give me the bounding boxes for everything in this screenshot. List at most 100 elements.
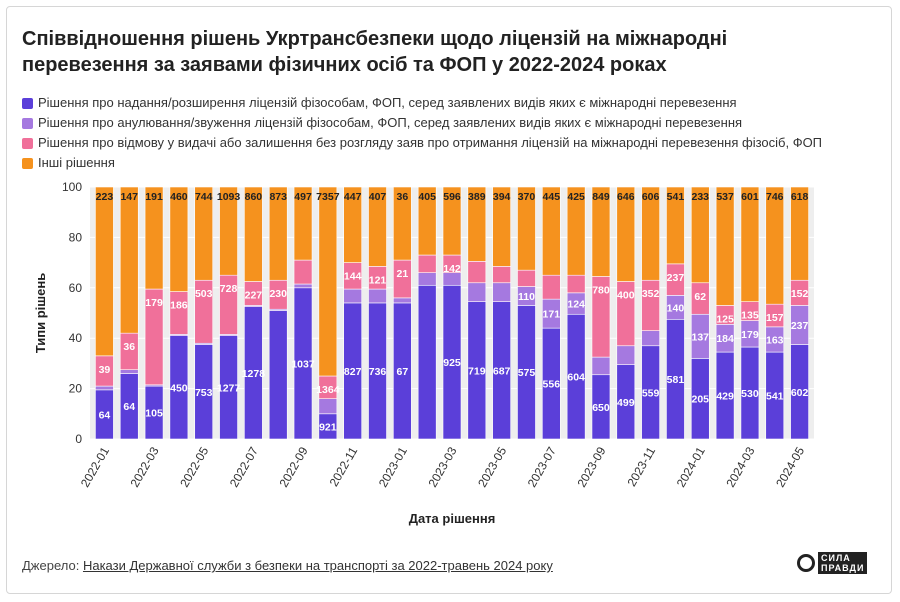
data-label-grant: 1277 [217, 382, 241, 394]
data-label-refuse: 142 [443, 263, 461, 275]
bar-segment-refuse [417, 254, 437, 273]
y-tick-label: 80 [69, 230, 83, 244]
x-tick-label: 2023-09 [574, 444, 608, 489]
bar-segment-other [169, 186, 189, 292]
bar-segment-other [566, 186, 586, 276]
data-label-grant: 736 [369, 366, 387, 378]
data-label-other: 744 [195, 191, 213, 203]
bar-segment-grant [268, 310, 288, 440]
logo-line-1: СИЛА [821, 553, 851, 563]
bar-segment-refuse [566, 274, 586, 294]
data-label-grant: 1278 [242, 368, 266, 380]
data-label-other: 618 [791, 191, 809, 203]
title-line-2: перевезення за заявами фізичних осіб та … [22, 54, 667, 76]
source-line: Джерело: Накази Державної служби з безпе… [22, 558, 553, 573]
bar-segment-cancel [591, 356, 611, 376]
bar-segment-other [219, 186, 238, 276]
legend-label-cancel: Рішення про анулювання/звуження ліцензій… [38, 115, 743, 130]
x-tick-label: 2023-07 [525, 444, 559, 489]
data-label-other: 233 [692, 191, 710, 203]
bar-segment-other [765, 186, 785, 305]
data-label-other: 601 [741, 191, 759, 203]
data-label-other: 497 [294, 191, 312, 203]
data-label-refuse: 1364 [316, 384, 340, 396]
data-label-other: 7357 [316, 191, 340, 203]
data-label-other: 223 [96, 191, 114, 203]
data-label-grant: 1037 [291, 358, 315, 370]
y-tick-label: 0 [75, 432, 82, 446]
bar-segment-other [268, 186, 288, 281]
bar-segment-other [542, 186, 561, 276]
data-label-grant: 581 [667, 374, 685, 386]
data-label-grant: 925 [443, 357, 461, 369]
data-label-refuse: 780 [592, 284, 610, 296]
data-label-refuse: 144 [344, 271, 362, 283]
bar-segment-other [790, 186, 809, 281]
bar-segment-cancel [293, 283, 313, 289]
y-tick-label: 100 [62, 180, 82, 194]
data-label-other: 849 [592, 191, 610, 203]
data-label-grant: 556 [543, 379, 561, 391]
data-label-grant: 530 [741, 388, 759, 400]
x-tick-label: 2024-05 [773, 444, 807, 489]
data-label-refuse: 230 [269, 288, 287, 300]
data-label-cancel: 171 [543, 309, 561, 321]
bar-segment-cancel [95, 385, 114, 391]
legend-swatch-grant [22, 97, 33, 109]
bar-segment-cancel [393, 297, 412, 304]
data-label-grant: 921 [319, 421, 337, 433]
x-tick-label: 2022-09 [276, 444, 310, 489]
legend-swatch-refuse [22, 137, 33, 149]
data-label-cancel: 137 [692, 331, 710, 343]
data-label-grant: 64 [99, 409, 111, 421]
data-label-grant: 541 [766, 391, 784, 403]
y-tick-label: 60 [69, 281, 83, 295]
bar-segment-other [616, 186, 636, 282]
data-label-cancel: 163 [766, 334, 784, 346]
x-tick-label: 2022-05 [177, 444, 211, 489]
data-label-other: 596 [443, 191, 461, 203]
bar-segment-cancel [467, 282, 487, 302]
bar-segment-refuse [293, 259, 313, 285]
data-label-other: 191 [145, 191, 163, 203]
data-label-other: 746 [766, 191, 784, 203]
data-label-cancel: 237 [791, 320, 809, 332]
bar-segment-cancel [641, 330, 660, 347]
bar-segment-other [442, 186, 462, 256]
x-tick-label: 2023-11 [625, 444, 659, 489]
bar-segment-other [244, 186, 263, 282]
source-link[interactable]: Накази Державної служби з безпеки на тра… [82, 558, 553, 573]
data-label-cancel: 110 [518, 291, 535, 303]
data-label-other: 425 [567, 191, 585, 203]
bar-segment-cancel [616, 345, 636, 365]
data-label-grant: 827 [344, 366, 362, 378]
x-axis-title: Дата рішення [409, 511, 496, 526]
data-label-grant: 450 [170, 382, 188, 394]
data-label-other: 646 [617, 191, 635, 203]
data-label-grant: 499 [617, 397, 635, 409]
title-line-1: Співвідношення рішень Укртрансбезпеки що… [22, 28, 728, 50]
bar-segment-other [368, 186, 387, 267]
data-label-refuse: 39 [99, 364, 111, 376]
logo-circle-icon [797, 554, 815, 572]
data-label-refuse: 121 [369, 274, 387, 286]
bar-segment-other [95, 186, 114, 357]
data-label-cancel: 179 [741, 329, 759, 341]
data-label-refuse: 400 [617, 290, 635, 302]
bar-segment-other [144, 186, 164, 290]
data-label-other: 606 [642, 191, 660, 203]
legend: Рішення про надання/розширення ліцензій … [22, 93, 822, 173]
data-label-cancel: 184 [716, 333, 734, 345]
bar-segment-other [293, 186, 313, 261]
sila-pravdy-logo: СИЛА ПРАВДИ [797, 552, 868, 574]
data-label-grant: 687 [493, 365, 511, 377]
legend-label-other: Інші рішення [38, 155, 115, 170]
chart-card [6, 6, 892, 594]
legend-item-other: Інші рішення [22, 153, 822, 173]
data-label-other: 1093 [217, 191, 241, 203]
data-label-other: 370 [518, 191, 536, 203]
bar-segment-other [641, 186, 660, 281]
data-label-grant: 429 [716, 391, 734, 403]
data-label-other: 873 [269, 191, 287, 203]
